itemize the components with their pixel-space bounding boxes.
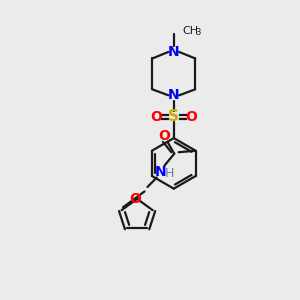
- Text: S: S: [168, 109, 179, 124]
- Text: N: N: [155, 165, 167, 179]
- Text: 3: 3: [195, 28, 201, 38]
- Text: O: O: [185, 110, 197, 124]
- Text: CH: CH: [183, 26, 199, 36]
- Text: O: O: [130, 192, 142, 206]
- Text: H: H: [165, 167, 175, 180]
- Text: N: N: [168, 45, 180, 59]
- Text: N: N: [168, 88, 180, 102]
- Text: O: O: [158, 130, 170, 143]
- Text: O: O: [151, 110, 163, 124]
